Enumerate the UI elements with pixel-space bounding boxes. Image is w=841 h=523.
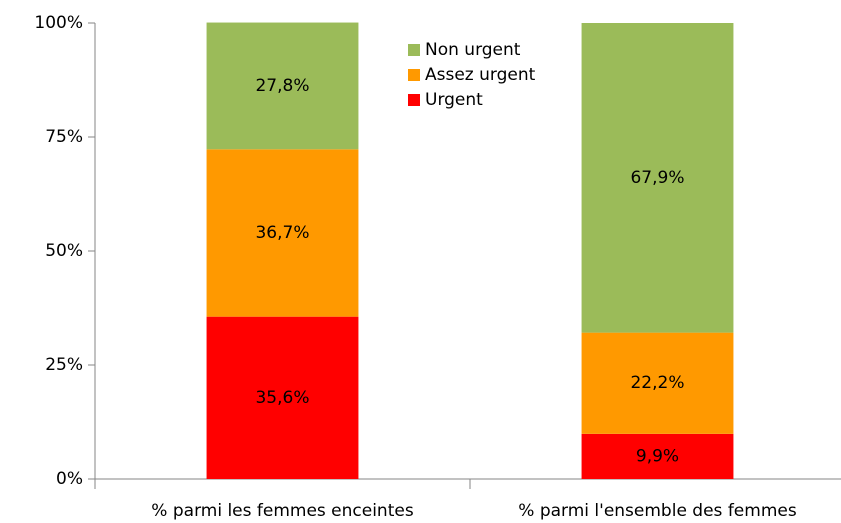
bar-segment xyxy=(581,433,734,479)
data-label: 36,7% xyxy=(255,223,309,243)
y-tick-label: 75% xyxy=(45,127,83,147)
y-tick-label: 0% xyxy=(56,469,83,489)
data-label: 22,2% xyxy=(630,373,684,393)
data-label: 67,9% xyxy=(630,168,684,188)
legend-swatch xyxy=(408,69,420,81)
data-label: 27,8% xyxy=(255,76,309,96)
y-tick-label: 25% xyxy=(45,355,83,375)
bar-segment xyxy=(206,316,359,479)
y-tick-label: 50% xyxy=(45,241,83,261)
legend-swatch xyxy=(408,94,420,106)
legend-label: Urgent xyxy=(425,90,483,110)
bar-segment xyxy=(206,149,359,317)
x-tick-label: % parmi l'ensemble des femmes xyxy=(518,501,797,521)
bar-segment xyxy=(581,23,734,333)
legend-label: Assez urgent xyxy=(425,65,536,85)
legend-label: Non urgent xyxy=(425,40,521,60)
legend-swatch xyxy=(408,44,420,56)
data-label: 9,9% xyxy=(636,446,679,466)
y-tick-label: 100% xyxy=(34,13,83,33)
x-tick-label: % parmi les femmes enceintes xyxy=(151,501,414,521)
bar-segment xyxy=(581,332,734,434)
bar-segment xyxy=(206,22,359,150)
data-label: 35,6% xyxy=(255,388,309,408)
